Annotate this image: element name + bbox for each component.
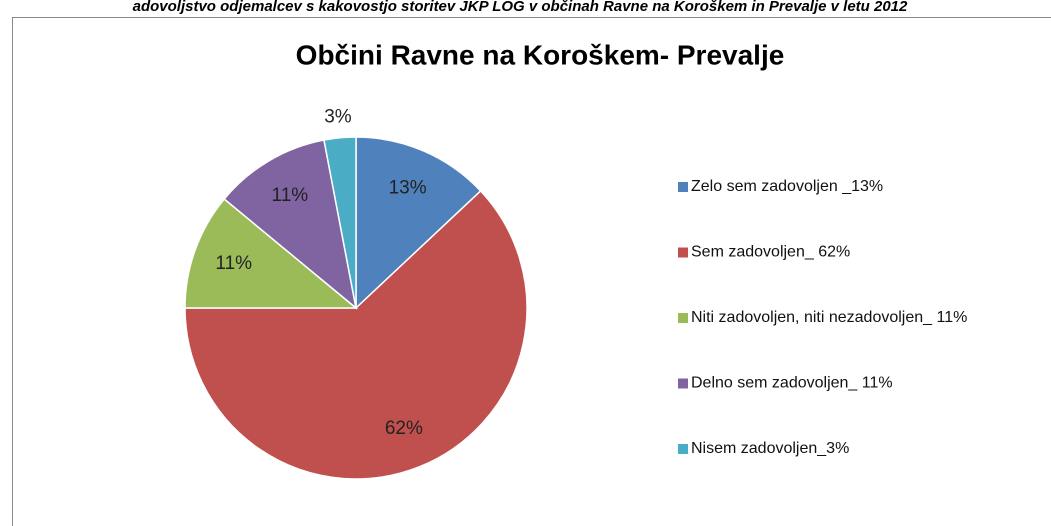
pie-slice [223, 139, 358, 310]
chart-frame [12, 17, 1051, 526]
header: adovoljstvo odjemalcev s kakovostjo stor… [133, 0, 908, 15]
legend-swatch [678, 313, 688, 323]
legend-label: Niti zadovoljen, niti nezadovoljen_ 11% [691, 309, 967, 326]
pie-slice [323, 136, 357, 309]
data-label: 62% [385, 418, 423, 439]
legend-label: Delno sem zadovoljen_ 11% [691, 375, 893, 392]
pie-slice [184, 189, 528, 480]
pie-slice [184, 197, 359, 309]
legend-label: Zelo sem zadovoljen _13% [691, 178, 883, 195]
legend-swatch [678, 444, 688, 454]
chart-title: Občini Ravne na Koroškem- Prevalje [296, 39, 785, 70]
legend-label: Nisem zadovoljen_3% [691, 440, 849, 457]
legend-label: Sem zadovoljen_ 62% [691, 244, 850, 261]
legend-swatch [678, 378, 688, 389]
legend-swatch [678, 182, 688, 192]
data-label: 3% [324, 106, 352, 127]
legend-swatch [678, 247, 688, 258]
data-label: 13% [389, 178, 427, 199]
data-label: 11% [272, 185, 309, 206]
data-label: 11% [215, 253, 252, 274]
pie-slice [355, 136, 482, 310]
